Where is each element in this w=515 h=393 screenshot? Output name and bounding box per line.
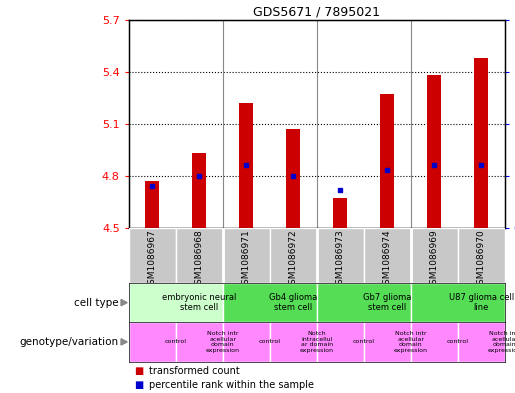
Bar <box>410 283 505 322</box>
Text: cell type: cell type <box>74 298 118 308</box>
Bar <box>286 129 300 228</box>
Bar <box>129 322 176 362</box>
Bar <box>129 228 176 283</box>
Text: percentile rank within the sample: percentile rank within the sample <box>149 380 314 390</box>
Text: control: control <box>165 340 187 344</box>
Bar <box>410 322 458 362</box>
Text: genotype/variation: genotype/variation <box>20 337 118 347</box>
Text: GSM1086967: GSM1086967 <box>148 230 157 290</box>
Bar <box>145 181 159 228</box>
Text: GSM1086973: GSM1086973 <box>336 230 345 290</box>
Bar <box>474 58 488 228</box>
Text: U87 glioma cell
line: U87 glioma cell line <box>449 293 514 312</box>
Bar <box>458 228 505 283</box>
Bar <box>317 228 364 283</box>
Text: control: control <box>259 340 281 344</box>
Text: Notch intr
acellular
domain
expression: Notch intr acellular domain expression <box>393 331 428 353</box>
Bar <box>129 283 222 322</box>
Bar <box>364 228 410 283</box>
Bar <box>239 103 253 228</box>
Text: GSM1086974: GSM1086974 <box>383 230 392 290</box>
Text: ■: ■ <box>134 366 143 376</box>
Title: GDS5671 / 7895021: GDS5671 / 7895021 <box>253 6 380 18</box>
Bar <box>222 228 270 283</box>
Text: GSM1086972: GSM1086972 <box>289 230 298 290</box>
Bar <box>192 153 207 228</box>
Bar <box>270 228 317 283</box>
Bar <box>222 322 270 362</box>
Text: Notch
intracellul
ar domain
expression: Notch intracellul ar domain expression <box>300 331 334 353</box>
Bar <box>333 198 347 228</box>
Bar <box>270 322 317 362</box>
Text: Gb4 glioma
stem cell: Gb4 glioma stem cell <box>269 293 317 312</box>
Text: Notch intr
acellular
domain
expression: Notch intr acellular domain expression <box>205 331 240 353</box>
Bar <box>317 283 411 322</box>
Bar <box>458 322 505 362</box>
Bar <box>176 322 222 362</box>
Bar <box>380 94 394 228</box>
Text: transformed count: transformed count <box>149 366 240 376</box>
Text: embryonic neural
stem cell: embryonic neural stem cell <box>162 293 236 312</box>
Text: GSM1086971: GSM1086971 <box>242 230 251 290</box>
Text: control: control <box>447 340 469 344</box>
Text: GSM1086970: GSM1086970 <box>477 230 486 290</box>
Text: GSM1086969: GSM1086969 <box>430 230 439 290</box>
Text: control: control <box>353 340 375 344</box>
Bar <box>364 322 410 362</box>
Bar <box>222 283 317 322</box>
Text: ■: ■ <box>134 380 143 390</box>
Bar <box>427 75 441 228</box>
Text: Notch intr
acellular
domain
expression: Notch intr acellular domain expression <box>488 331 515 353</box>
Bar <box>410 228 458 283</box>
Text: Gb7 glioma
stem cell: Gb7 glioma stem cell <box>363 293 411 312</box>
Bar <box>317 322 364 362</box>
Text: GSM1086968: GSM1086968 <box>195 230 204 290</box>
Bar <box>176 228 222 283</box>
